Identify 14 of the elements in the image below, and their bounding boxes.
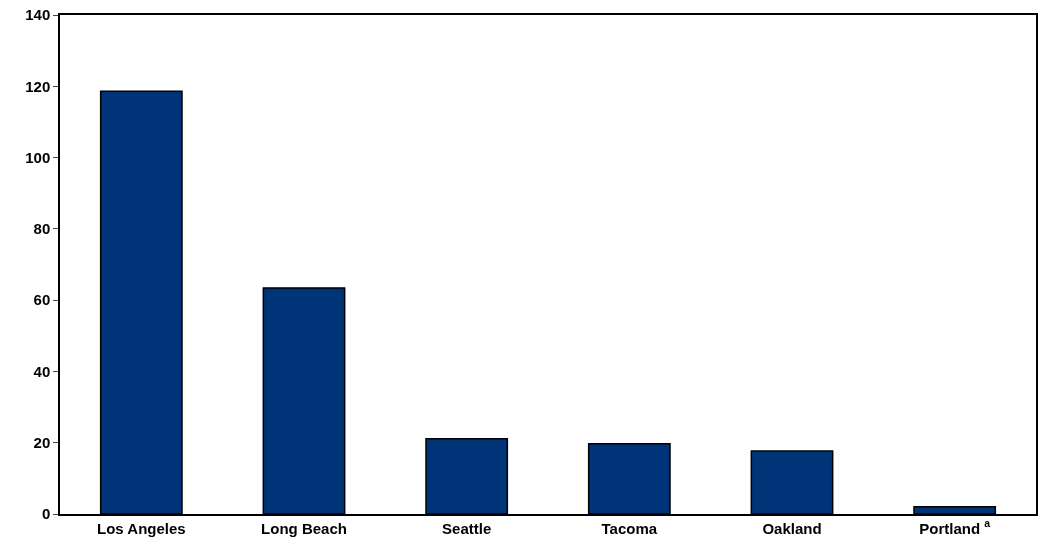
y-tick-label: 60 — [33, 291, 51, 309]
y-tick-label: 20 — [33, 433, 51, 451]
y-tick-label: 40 — [33, 362, 51, 380]
x-tick-label: Oakland — [762, 519, 822, 537]
y-tick-label: 120 — [25, 77, 51, 95]
x-tick-label: Portland $^{a}$ — [919, 517, 991, 537]
x-tick-label: Long Beach — [261, 519, 347, 537]
y-tick-label: 140 — [25, 6, 51, 24]
x-tick-label: Tacoma — [601, 519, 658, 537]
y-tick-label: 80 — [33, 220, 51, 238]
y-tick-label: 100 — [25, 148, 51, 166]
x-tick-label: Los Angeles — [97, 519, 186, 537]
x-tick-label: Seattle — [442, 519, 492, 537]
y-tick-label: 0 — [41, 505, 51, 523]
